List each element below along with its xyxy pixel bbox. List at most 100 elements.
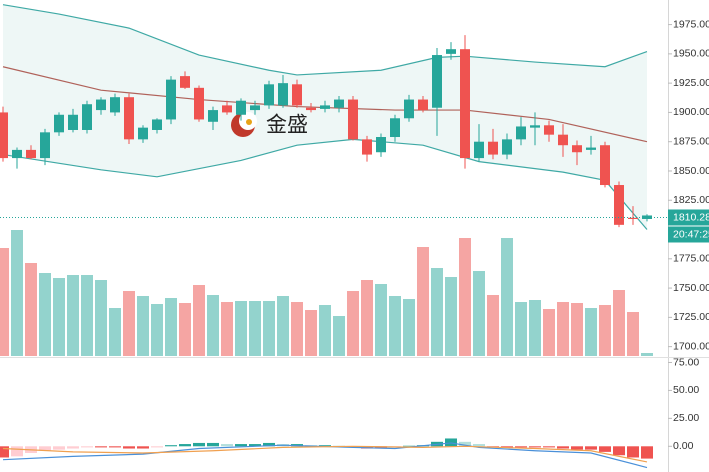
- candle-body: [530, 125, 540, 128]
- candle-body: [572, 145, 582, 153]
- volume-bar: [585, 308, 597, 356]
- macd-line: [2, 445, 648, 463]
- candle-body: [390, 118, 400, 138]
- logo: [246, 119, 252, 125]
- candle-body: [334, 99, 344, 108]
- price-tag: [668, 209, 709, 226]
- candle-body: [292, 84, 302, 106]
- volume-bar: [151, 304, 163, 356]
- y-tick-label: 1950.00: [673, 48, 709, 60]
- time-label: 20:47:25: [673, 228, 709, 240]
- histogram-bar: [123, 446, 135, 449]
- volume-bar: [263, 301, 275, 356]
- candle-body: [40, 132, 50, 159]
- candle-body: [180, 76, 190, 88]
- volume-bar: [249, 301, 261, 356]
- volume-bar: [417, 247, 429, 356]
- y-tick-label: 1775.00: [673, 253, 709, 265]
- volume-bar: [347, 291, 359, 356]
- volume-bar: [375, 284, 387, 356]
- volume-bar: [627, 312, 639, 356]
- histogram-bar: [109, 446, 121, 448]
- volume-bar: [53, 278, 65, 356]
- time-tag: [668, 226, 709, 243]
- candle-body: [12, 149, 22, 159]
- y-tick-label: 1850.00: [673, 165, 709, 177]
- volume-bar: [67, 275, 79, 356]
- candle-body: [68, 114, 78, 130]
- y-tick-label: 1900.00: [673, 106, 709, 118]
- candle-body: [376, 137, 386, 153]
- histogram-bar: [529, 446, 541, 448]
- histogram-bar: [473, 444, 485, 447]
- volume-bar: [291, 302, 303, 356]
- candle-body: [0, 112, 8, 159]
- volume-bar: [501, 238, 513, 356]
- y-tick-label: 1700.00: [673, 340, 709, 352]
- y-tick-label: 75.00: [673, 356, 699, 368]
- histogram-bar: [207, 442, 219, 447]
- candle-body: [250, 105, 260, 111]
- volume-bar: [277, 296, 289, 356]
- candle-body: [516, 126, 526, 140]
- volume-bar: [25, 263, 37, 356]
- histogram-bar: [81, 446, 93, 448]
- candle-body: [264, 84, 274, 106]
- volume-bar: [333, 316, 345, 356]
- candle-body: [54, 114, 64, 133]
- volume-bar: [613, 290, 625, 356]
- histogram-bar: [179, 444, 191, 447]
- volume-bar: [207, 295, 219, 356]
- histogram-bar: [137, 446, 149, 449]
- candle-body: [124, 97, 134, 140]
- candle-body: [236, 100, 246, 115]
- candle-body: [586, 147, 596, 150]
- volume-bar: [361, 280, 373, 356]
- histogram-bar: [249, 444, 261, 447]
- y-tick-label: 1975.00: [673, 18, 709, 30]
- histogram-bar: [263, 442, 275, 447]
- histogram-bar: [165, 445, 177, 447]
- macd-line: [2, 442, 648, 469]
- volume-bar: [459, 238, 471, 356]
- volume-bar: [123, 291, 135, 356]
- y-tick-label: 1725.00: [673, 311, 709, 323]
- candle-body: [166, 79, 176, 120]
- y-tick-label: 0.00: [673, 440, 694, 452]
- candle-body: [614, 185, 624, 225]
- volume-bar: [641, 353, 653, 356]
- histogram-bar: [319, 445, 331, 447]
- y-tick-label: 1925.00: [673, 77, 709, 89]
- candle-body: [404, 99, 414, 119]
- histogram-bar: [235, 444, 247, 447]
- candle-body: [306, 107, 316, 111]
- volume-bar: [11, 230, 23, 356]
- volume-bar: [193, 285, 205, 356]
- volume-bar: [473, 271, 485, 356]
- histogram-bar: [557, 446, 569, 449]
- histogram-bar: [627, 446, 639, 458]
- candle-body: [194, 87, 204, 120]
- volume-bar: [179, 303, 191, 356]
- candle-body: [446, 49, 456, 54]
- band-fill: [3, 4, 647, 230]
- volume-bar: [599, 305, 611, 356]
- candle-body: [208, 110, 218, 122]
- candle-body: [152, 119, 162, 130]
- volume-bar: [0, 248, 9, 356]
- volume-bar: [431, 268, 443, 356]
- histogram-bar: [543, 446, 555, 448]
- candle-body: [362, 139, 372, 155]
- volume-bar: [319, 305, 331, 356]
- histogram-bar: [193, 442, 205, 447]
- histogram-bar: [613, 446, 625, 456]
- volume-bar: [543, 309, 555, 356]
- histogram-bar: [67, 446, 79, 449]
- volume-bar: [571, 303, 583, 356]
- volume-bar: [221, 302, 233, 356]
- watermark: 金盛: [231, 112, 308, 137]
- volume-bar: [487, 295, 499, 356]
- candle-body: [82, 104, 92, 130]
- candle-body: [600, 145, 610, 186]
